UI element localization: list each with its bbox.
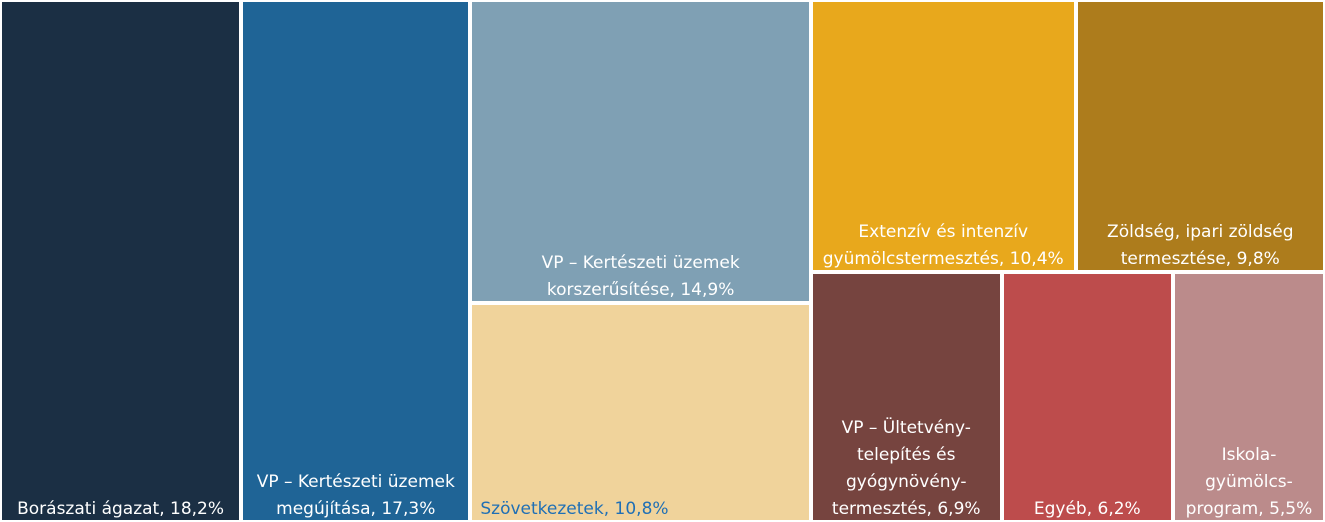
- tile: Egyéb, 6,2%: [1001, 271, 1173, 522]
- category: VP – Kertészeti üzemek korszerűsítése: [541, 252, 740, 300]
- tile-label: VP – Kertészeti üzemek megújítása, 17,3%: [256, 472, 455, 519]
- tile-label: Extenzív és intenzív gyümölcstermesztés,…: [822, 221, 1064, 269]
- category: Borászati ágazat: [17, 499, 160, 519]
- tile: VP – Ültetvény-telepítés és gyógynövény-…: [810, 271, 1002, 522]
- tile: Borászati ágazat, 18,2%: [0, 0, 242, 522]
- tile-label: Iskola-gyümölcs-program, 5,5%: [1185, 444, 1313, 519]
- category: VP – Ültetvény-telepítés és gyógynövény-…: [831, 417, 971, 519]
- tile-label: Egyéb, 6,2%: [1033, 498, 1141, 519]
- category: VP – Kertészeti üzemek megújítása: [256, 472, 455, 519]
- value-label: 6,2%: [1097, 498, 1141, 519]
- category: Extenzív és intenzív gyümölcstermesztés: [822, 221, 1029, 269]
- value-label: 18,2%: [170, 499, 225, 519]
- tile-label: VP – Kertészeti üzemek korszerűsítése, 1…: [541, 252, 740, 300]
- category: Egyéb: [1033, 498, 1087, 519]
- value-label: 10,8%: [614, 498, 669, 519]
- category: Zöldség, ipari zöldség termesztése: [1107, 221, 1294, 269]
- tile: Extenzív és intenzív gyümölcstermesztés,…: [810, 0, 1076, 272]
- tile: Zöldség, ipari zöldség termesztése, 9,8%: [1075, 0, 1325, 272]
- tile: Szövetkezetek, 10,8%: [470, 302, 811, 522]
- tile: Iskola-gyümölcs-program, 5,5%: [1172, 271, 1325, 522]
- value-label: 9,8%: [1236, 248, 1280, 269]
- tile-label: Borászati ágazat, 18,2%: [17, 499, 225, 519]
- category: Szövetkezetek: [480, 498, 604, 519]
- value-label: 10,4%: [1009, 248, 1064, 269]
- tile-label: Zöldség, ipari zöldség termesztése, 9,8%: [1107, 221, 1294, 269]
- tile-label: VP – Ültetvény-telepítés és gyógynövény-…: [831, 417, 981, 519]
- tile: VP – Kertészeti üzemek korszerűsítése, 1…: [470, 0, 811, 303]
- category: Iskola-gyümölcs-program: [1185, 444, 1293, 519]
- tile-label: Szövetkezetek, 10,8%: [480, 498, 669, 519]
- value-label: 6,9%: [937, 498, 981, 519]
- tile: VP – Kertészeti üzemek megújítása, 17,3%: [241, 0, 471, 522]
- value-label: 5,5%: [1269, 498, 1313, 519]
- value-label: 14,9%: [680, 279, 735, 300]
- value-label: 17,3%: [381, 499, 436, 519]
